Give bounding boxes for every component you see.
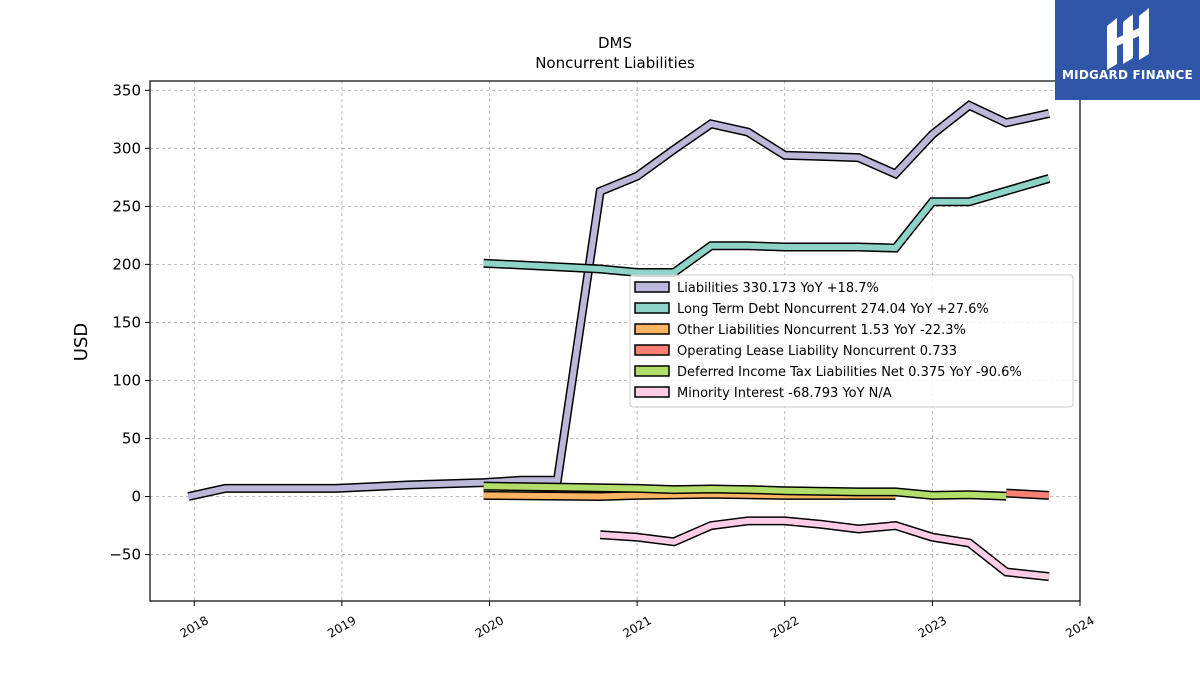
legend-label: Other Liabilities Noncurrent 1.53 YoY -2… <box>677 323 966 338</box>
x-tick-label: 2019 <box>325 613 358 640</box>
y-axis-label: USD <box>71 323 92 361</box>
legend-box <box>629 274 1074 408</box>
series-5 <box>599 516 1050 582</box>
logo-mark-icon <box>1107 8 1149 70</box>
legend-swatch <box>634 281 670 293</box>
logo-text: MIDGARD FINANCE <box>1062 68 1193 82</box>
chart-title: DMS <box>598 34 632 52</box>
series-1 <box>483 174 1051 277</box>
series-line-outline <box>599 516 1050 582</box>
series-line <box>187 101 1050 500</box>
x-tick-label: 2021 <box>620 613 653 640</box>
legend-label: Long Term Debt Noncurrent 274.04 YoY +27… <box>677 302 989 317</box>
chart-subtitle: Noncurrent Liabilities <box>535 54 695 72</box>
series-4 <box>483 481 1007 501</box>
x-tick-label: 2018 <box>178 613 211 640</box>
y-tick-label: 350 <box>112 81 141 99</box>
y-tick-label: −50 <box>109 546 141 564</box>
y-tick-label: 0 <box>131 488 141 506</box>
series-line-outline <box>483 174 1051 277</box>
y-tick-label: 100 <box>112 371 141 389</box>
legend-label: Operating Lease Liability Noncurrent 0.7… <box>677 344 957 359</box>
legend-label: Minority Interest -68.793 YoY N/A <box>677 386 892 401</box>
y-tick-label: 150 <box>112 313 141 331</box>
legend-label: Deferred Income Tax Liabilities Net 0.37… <box>677 365 1022 380</box>
series-line <box>483 175 1050 276</box>
y-tick-label: 300 <box>112 139 141 157</box>
series-3 <box>1005 488 1050 500</box>
x-tick-label: 2024 <box>1063 613 1096 640</box>
legend-swatch <box>634 302 670 314</box>
plot-frame <box>149 80 1081 602</box>
legend-swatch <box>634 344 670 356</box>
series-line <box>483 483 1007 500</box>
series-layer <box>187 100 1051 582</box>
series-line <box>600 517 1050 580</box>
y-tick-label: 50 <box>122 430 141 448</box>
y-tick-label: 250 <box>112 197 141 215</box>
legend-swatch <box>634 386 670 398</box>
brand-logo: MIDGARD FINANCE <box>1055 0 1200 100</box>
legend-label: Liabilities 330.173 YoY +18.7% <box>677 281 879 296</box>
x-tick-label: 2022 <box>768 613 801 640</box>
series-0 <box>187 100 1050 501</box>
legend-swatch <box>634 365 670 377</box>
x-tick-label: 2020 <box>473 613 506 640</box>
series-line <box>1006 490 1050 499</box>
legend: Liabilities 330.173 YoY +18.7% Long Term … <box>629 274 1074 408</box>
legend-swatch <box>634 323 670 335</box>
y-tick-label: 200 <box>112 255 141 273</box>
x-tick-label: 2023 <box>916 613 949 640</box>
